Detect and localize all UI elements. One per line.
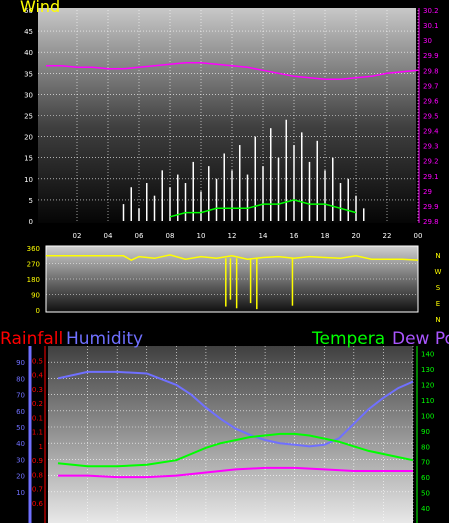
compass-label: N <box>435 316 440 324</box>
temp-tick-label: 140 <box>421 351 434 359</box>
humidity-tick-label: 70 <box>16 392 25 400</box>
y-tick-label: 180 <box>27 276 40 284</box>
y2-tick-label: 29.4 <box>423 128 439 136</box>
temp-tick-label: 80 <box>421 443 430 451</box>
y2-tick-label: 30.1 <box>423 22 439 30</box>
x-tick-label: 18 <box>321 232 330 240</box>
y-tick-label: 15 <box>24 155 33 163</box>
legend-dewpoint: Dew Poi <box>392 329 449 349</box>
rain-tick-label: 0.7 <box>32 486 43 494</box>
temp-tick-label: 40 <box>421 505 430 513</box>
compass-label: W <box>435 268 442 276</box>
temp-tick-label: 70 <box>421 459 430 467</box>
compass-label: E <box>436 300 440 308</box>
wind-speed-line <box>169 199 357 218</box>
y2-tick-label: 29.1 <box>423 173 439 181</box>
x-tick-label: 12 <box>228 232 237 240</box>
temp-tick-label: 110 <box>421 397 434 405</box>
y2-tick-label: 30 <box>423 37 432 45</box>
temp-tick-label: 100 <box>421 412 434 420</box>
y2-tick-label: 29.5 <box>423 113 439 121</box>
y-tick-label: 50 <box>24 7 33 15</box>
legend-humidity: Humidity <box>66 329 143 349</box>
y-tick-label: 35 <box>24 70 33 78</box>
y-tick-label: 20 <box>24 134 33 142</box>
y-tick-label: 0 <box>36 307 40 315</box>
x-tick-label: 02 <box>73 232 82 240</box>
humidity-tick-label: 10 <box>16 489 25 497</box>
x-tick-label: 20 <box>352 232 361 240</box>
temp-tick-label: 90 <box>421 428 430 436</box>
x-tick-label: 08 <box>166 232 175 240</box>
y2-tick-label: 30.2 <box>423 7 439 15</box>
temp-tick-label: 60 <box>421 474 430 482</box>
y-tick-label: 40 <box>24 49 33 57</box>
humidity-tick-label: 80 <box>16 375 25 383</box>
y-tick-label: 270 <box>27 261 40 269</box>
y-tick-label: 45 <box>24 28 33 36</box>
y2-tick-label: 29.9 <box>423 203 439 211</box>
baro-line <box>46 61 419 81</box>
rain-tick-label: 0.3 <box>32 386 43 394</box>
y2-tick-label: 29.8 <box>423 67 439 75</box>
y-tick-label: 10 <box>24 176 33 184</box>
y2-tick-label: 29.3 <box>423 143 439 151</box>
wind-direction-line <box>46 254 419 261</box>
y-tick-label: 25 <box>24 113 33 121</box>
x-tick-label: 10 <box>197 232 206 240</box>
y2-tick-label: 29.9 <box>423 52 439 60</box>
rain-tick-label: 0.4 <box>32 372 44 380</box>
y-tick-label: 5 <box>29 197 33 205</box>
rain-tick-label: 0.5 <box>32 357 43 365</box>
temp-tick-label: 120 <box>421 382 434 390</box>
rain-tick-label: 0.8 <box>32 471 43 479</box>
humidity-tick-label: 30 <box>16 456 25 464</box>
temp-tick-label: 130 <box>421 366 434 374</box>
temp-line <box>57 432 414 468</box>
compass-label: S <box>436 284 441 292</box>
y2-tick-label: 29.8 <box>423 218 439 226</box>
rain-tick-label: 0.2 <box>32 400 43 408</box>
compass-label: N <box>435 252 440 260</box>
humidity-tick-label: 60 <box>16 408 25 416</box>
x-tick-label: 14 <box>259 232 268 240</box>
temp-tick-label: 50 <box>421 490 430 498</box>
humidity-tick-label: 90 <box>16 359 25 367</box>
panel-humidity-temp: 10 20 30 40 50 60 70 80 90 0.6 0.7 0.8 0.9 1 1.1 0.1 0.… <box>0 329 449 523</box>
humidity-tick-label: 40 <box>16 440 25 448</box>
rain-tick-label: 0.9 <box>32 457 43 465</box>
x-tick-label: 00 <box>414 232 423 240</box>
y-tick-label: 30 <box>24 91 33 99</box>
rain-tick-label: 1.1 <box>32 429 43 437</box>
y-tick-label: 360 <box>27 245 40 253</box>
dew-line <box>58 466 413 479</box>
rain-tick-label: 0.1 <box>32 414 43 422</box>
x-tick-label: 16 <box>290 232 299 240</box>
rain-tick-label: 1 <box>39 443 43 451</box>
legend-temperature: Tempera <box>311 329 385 349</box>
panel-bg <box>48 346 413 523</box>
y-tick-label: 0 <box>29 218 33 226</box>
legend-rainfall: Rainfall <box>0 329 63 349</box>
panel-wind-baro: 0 5 10 15 20 25 30 35 40 45 50 29.8 29.9 29 29.1 29.2 2… <box>20 0 439 240</box>
chart-title-fragment: Wind <box>20 0 60 16</box>
legend: Rainfall Humidity Tempera Dew Poi <box>0 329 449 349</box>
humidity-line <box>57 370 414 448</box>
y-tick-label: 90 <box>31 292 40 300</box>
y2-tick-label: 29.7 <box>423 82 439 90</box>
x-tick-label: 22 <box>383 232 392 240</box>
humidity-tick-label: 50 <box>16 424 25 432</box>
y2-tick-label: 29.2 <box>423 158 439 166</box>
x-tick-label: 04 <box>104 232 113 240</box>
humidity-tick-label: 20 <box>16 473 25 481</box>
y2-tick-label: 29.6 <box>423 97 439 105</box>
x-tick-label: 06 <box>135 232 144 240</box>
y2-tick-label: 29 <box>423 188 432 196</box>
rain-tick-label: 0.6 <box>32 500 44 508</box>
